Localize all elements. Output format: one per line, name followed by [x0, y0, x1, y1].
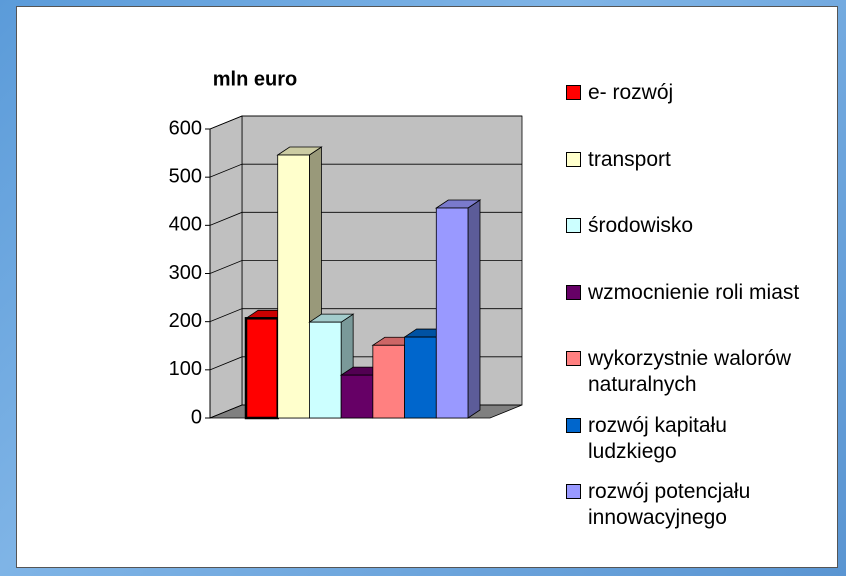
- legend-label: rozwój potencjału innowacyjnego: [588, 480, 751, 529]
- legend-label: e- rozwój: [588, 81, 674, 104]
- grid-line: [209, 163, 522, 178]
- legend-label: wzmocnienie roli miast: [588, 280, 800, 304]
- chart-title: mln euro: [213, 68, 297, 90]
- y-tick-label: 0: [191, 406, 202, 428]
- bar: [404, 336, 437, 419]
- legend-item: transport: [566, 147, 808, 173]
- y-tick-label: 600: [169, 117, 202, 139]
- bar: [244, 317, 279, 420]
- grid-line: [209, 211, 522, 226]
- grid-line: [209, 115, 522, 130]
- bar: [309, 321, 342, 419]
- bar: [435, 207, 469, 419]
- legend-swatch: [566, 284, 581, 300]
- bar: [372, 344, 405, 419]
- legend-item: rozwój potencjału innowacyjnego: [566, 479, 808, 531]
- grid-line: [209, 260, 522, 274]
- y-tick-label: 200: [169, 310, 202, 332]
- legend-swatch: [566, 85, 581, 100]
- bar: [277, 154, 310, 419]
- legend-item: e- rozwój: [566, 80, 808, 106]
- y-tick-label: 100: [169, 358, 202, 380]
- legend-item: wykorzystnie walorów naturalnych: [566, 346, 808, 398]
- bar: [340, 374, 374, 419]
- legend-swatch: [566, 351, 581, 366]
- y-tick-label: 400: [169, 214, 202, 236]
- legend-label: rozwój kapitału ludzkiego: [588, 413, 727, 463]
- bar-side: [467, 199, 481, 419]
- legend-swatch: [566, 218, 581, 233]
- legend-label: środowisko: [588, 214, 694, 237]
- legend-swatch: [566, 151, 581, 167]
- legend-item: wzmocnienie roli miast: [566, 280, 808, 306]
- legend-label: transport: [588, 147, 671, 171]
- legend-swatch: [566, 484, 581, 499]
- grid-line: [209, 308, 522, 323]
- legend-item: środowisko: [566, 213, 808, 239]
- y-tick-label: 500: [169, 165, 202, 187]
- legend-item: rozwój kapitału ludzkiego: [566, 413, 808, 465]
- legend-label: wykorzystnie walorów naturalnych: [588, 347, 792, 396]
- legend-swatch: [566, 417, 581, 433]
- y-tick-label: 300: [169, 262, 202, 284]
